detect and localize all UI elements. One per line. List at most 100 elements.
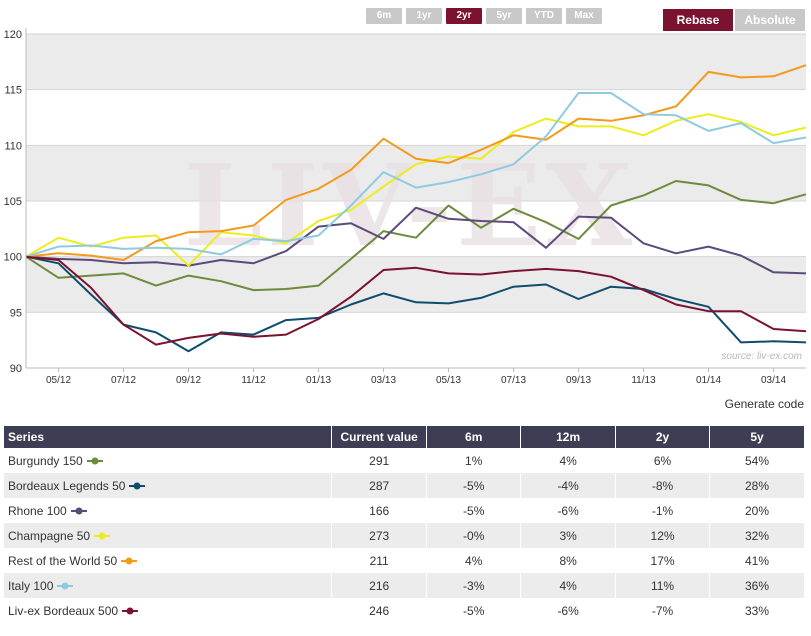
range-6m-button[interactable]: 6m — [366, 8, 402, 24]
change-12m-cell: 3% — [521, 523, 617, 548]
header-series: Series — [4, 426, 333, 448]
y-tick-label: 120 — [4, 29, 22, 41]
change-6m: 1% — [465, 453, 483, 468]
legend-marker-icon — [94, 532, 111, 540]
change-6m: -5% — [463, 503, 485, 518]
series-line-italy-100[interactable] — [25, 92, 807, 258]
change-6m-cell: 1% — [427, 448, 522, 473]
series-line-rhone-100[interactable] — [25, 206, 807, 275]
table-header-row: Series Current value 6m 12m 2y 5y — [4, 426, 805, 448]
change-6m: 4% — [465, 553, 483, 568]
current-value: 291 — [369, 453, 390, 468]
table-row[interactable]: Italy 100 216 -3% 4% 11% 36% — [4, 573, 805, 598]
change-6m-cell: -5% — [427, 498, 522, 523]
series-line-burgundy-150[interactable] — [25, 180, 807, 292]
change-5y: 32% — [744, 528, 770, 543]
series-name: Italy 100 — [8, 578, 54, 593]
current-value: 287 — [369, 478, 390, 493]
absolute-button[interactable]: Absolute — [735, 9, 805, 31]
x-tick-label: 09/12 — [176, 375, 201, 386]
table-row[interactable]: Rhone 100 166 -5% -6% -1% 20% — [4, 498, 805, 523]
change-5y: 20% — [744, 503, 770, 518]
header-current-value: Current value — [332, 426, 428, 448]
series-name-cell: Bordeaux Legends 50 — [4, 473, 333, 498]
change-2y: 11% — [650, 578, 675, 593]
change-2y-cell: -8% — [616, 473, 711, 498]
change-12m-cell: -6% — [521, 598, 617, 623]
legend-marker-icon — [122, 607, 139, 615]
change-12m: 3% — [559, 528, 577, 543]
change-5y-cell: 33% — [710, 598, 805, 623]
x-tick-label: 05/12 — [46, 375, 71, 386]
series-name: Rest of the World 50 — [8, 553, 118, 568]
change-5y-cell: 54% — [710, 448, 805, 473]
change-12m-cell: 4% — [521, 448, 617, 473]
header-2y: 2y — [616, 426, 711, 448]
change-2y: -1% — [651, 503, 674, 518]
table-row[interactable]: Champagne 50 273 -0% 3% 12% 32% — [4, 523, 805, 548]
y-tick-label: 105 — [4, 196, 22, 208]
current-value: 211 — [369, 553, 389, 568]
current-value-cell: 287 — [332, 473, 428, 498]
grid-band — [26, 312, 806, 368]
current-value-cell: 211 — [332, 548, 428, 573]
change-2y: -7% — [651, 603, 674, 618]
change-5y: 41% — [744, 553, 770, 568]
rebase-button[interactable]: Rebase — [663, 9, 733, 31]
table-row[interactable]: Burgundy 150 291 1% 4% 6% 54% — [4, 448, 805, 473]
change-2y-cell: -7% — [616, 598, 711, 623]
header-12m: 12m — [521, 426, 617, 448]
current-value-cell: 216 — [332, 573, 428, 598]
series-line-liv-ex-bordeaux-500[interactable] — [25, 255, 807, 346]
change-5y: 33% — [744, 603, 770, 618]
range-max-button[interactable]: Max — [566, 8, 602, 24]
change-2y-cell: 6% — [616, 448, 711, 473]
table-row[interactable]: Rest of the World 50 211 4% 8% 17% 41% — [4, 548, 805, 573]
current-value-cell: 166 — [332, 498, 428, 523]
current-value: 246 — [369, 603, 390, 618]
change-5y: 54% — [744, 453, 770, 468]
y-tick-label: 95 — [10, 307, 22, 319]
change-2y-cell: -1% — [616, 498, 711, 523]
current-value-cell: 291 — [332, 448, 428, 473]
series-line-rest-of-the-world-50[interactable] — [25, 64, 807, 261]
change-12m: 4% — [559, 453, 577, 468]
change-2y: 12% — [650, 528, 675, 543]
x-tick-label: 05/13 — [436, 375, 461, 386]
x-tick-label: 07/13 — [501, 375, 526, 386]
header-5y: 5y — [710, 426, 805, 448]
change-5y: 28% — [744, 478, 770, 493]
legend-marker-icon — [70, 507, 87, 515]
change-5y-cell: 32% — [710, 523, 805, 548]
change-2y-cell: 12% — [616, 523, 711, 548]
grid-band — [26, 34, 806, 90]
series-line-champagne-50[interactable] — [25, 113, 807, 267]
watermark-source: source: liv-ex.com — [721, 351, 802, 362]
y-tick-label: 100 — [4, 252, 22, 264]
series-name: Liv-ex Bordeaux 500 — [8, 603, 119, 618]
change-5y-cell: 41% — [710, 548, 805, 573]
grid-band — [26, 89, 806, 146]
change-2y-cell: 17% — [616, 548, 711, 573]
change-2y-cell: 11% — [616, 573, 711, 598]
change-12m-cell: 8% — [521, 548, 617, 573]
x-tick-label: 07/12 — [111, 375, 136, 386]
x-tick-label: 01/14 — [696, 375, 721, 386]
series-name: Rhone 100 — [8, 503, 67, 518]
series-name-cell: Rhone 100 — [4, 498, 333, 523]
change-2y: -8% — [651, 478, 674, 493]
legend-marker-icon — [121, 557, 138, 565]
range-1yr-button[interactable]: 1yr — [406, 8, 442, 24]
series-name-cell: Champagne 50 — [4, 523, 333, 548]
change-12m: 8% — [559, 553, 577, 568]
current-value: 273 — [369, 528, 390, 543]
table-row[interactable]: Bordeaux Legends 50 287 -5% -4% -8% 28% — [4, 473, 805, 498]
series-line-bordeaux-legends-50[interactable] — [25, 255, 807, 353]
range-5yr-button[interactable]: 5yr — [486, 8, 522, 24]
range-ytd-button[interactable]: YTD — [526, 8, 562, 24]
series-name: Champagne 50 — [8, 528, 91, 543]
range-2yr-button[interactable]: 2yr — [446, 8, 482, 24]
table-row[interactable]: Liv-ex Bordeaux 500 246 -5% -6% -7% 33% — [4, 598, 805, 623]
generate-code-link[interactable]: Generate code — [724, 397, 804, 411]
current-value: 216 — [369, 578, 390, 593]
